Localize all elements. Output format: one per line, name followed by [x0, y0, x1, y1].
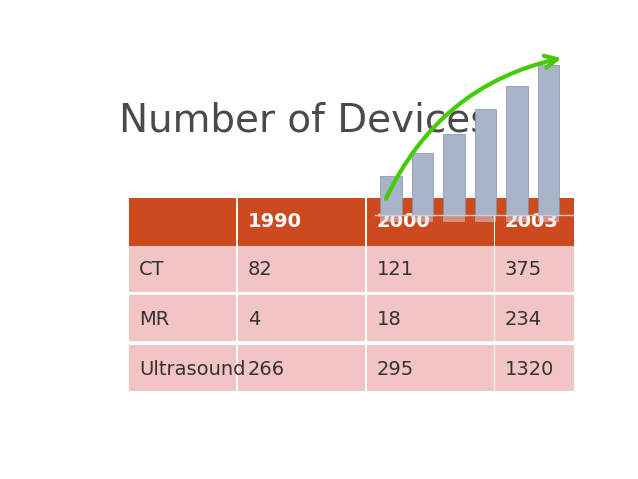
Text: 121: 121	[376, 260, 413, 279]
FancyBboxPatch shape	[367, 198, 494, 246]
FancyBboxPatch shape	[129, 391, 622, 393]
FancyBboxPatch shape	[238, 345, 365, 393]
Bar	[380, 215, 402, 222]
FancyBboxPatch shape	[238, 246, 365, 294]
FancyBboxPatch shape	[367, 345, 494, 393]
Text: 2000: 2000	[376, 212, 430, 231]
FancyBboxPatch shape	[367, 246, 494, 294]
FancyBboxPatch shape	[495, 198, 622, 246]
Bar	[443, 134, 465, 215]
FancyBboxPatch shape	[495, 345, 622, 393]
Bar	[380, 176, 402, 215]
Text: 295: 295	[376, 360, 413, 378]
FancyBboxPatch shape	[129, 246, 237, 294]
Text: 1990: 1990	[248, 212, 302, 231]
Bar	[538, 215, 560, 222]
Text: CT: CT	[139, 260, 165, 279]
Bar	[412, 215, 433, 222]
FancyBboxPatch shape	[129, 198, 237, 246]
Bar	[412, 153, 433, 215]
Text: 82: 82	[248, 260, 272, 279]
FancyArrowPatch shape	[386, 56, 557, 199]
Text: Number of Devices: Number of Devices	[119, 102, 491, 140]
FancyBboxPatch shape	[238, 198, 365, 246]
FancyBboxPatch shape	[129, 342, 622, 343]
Text: MR: MR	[139, 310, 169, 329]
Text: 2003: 2003	[505, 212, 559, 231]
Text: 266: 266	[248, 360, 285, 378]
Text: Ultrasound: Ultrasound	[139, 360, 246, 378]
Text: 1320: 1320	[505, 360, 554, 378]
FancyBboxPatch shape	[129, 296, 237, 343]
FancyBboxPatch shape	[129, 292, 622, 294]
FancyBboxPatch shape	[367, 296, 494, 343]
FancyBboxPatch shape	[495, 246, 622, 294]
Bar	[506, 86, 528, 215]
Text: 18: 18	[376, 310, 401, 329]
Bar	[475, 215, 496, 222]
FancyBboxPatch shape	[495, 296, 622, 343]
Bar	[475, 109, 496, 215]
Bar	[506, 215, 528, 222]
FancyBboxPatch shape	[238, 296, 365, 343]
Text: 375: 375	[505, 260, 542, 279]
Text: 234: 234	[505, 310, 542, 329]
FancyBboxPatch shape	[129, 345, 237, 393]
Bar	[443, 215, 465, 222]
Text: 4: 4	[248, 310, 260, 329]
Bar	[538, 65, 560, 215]
